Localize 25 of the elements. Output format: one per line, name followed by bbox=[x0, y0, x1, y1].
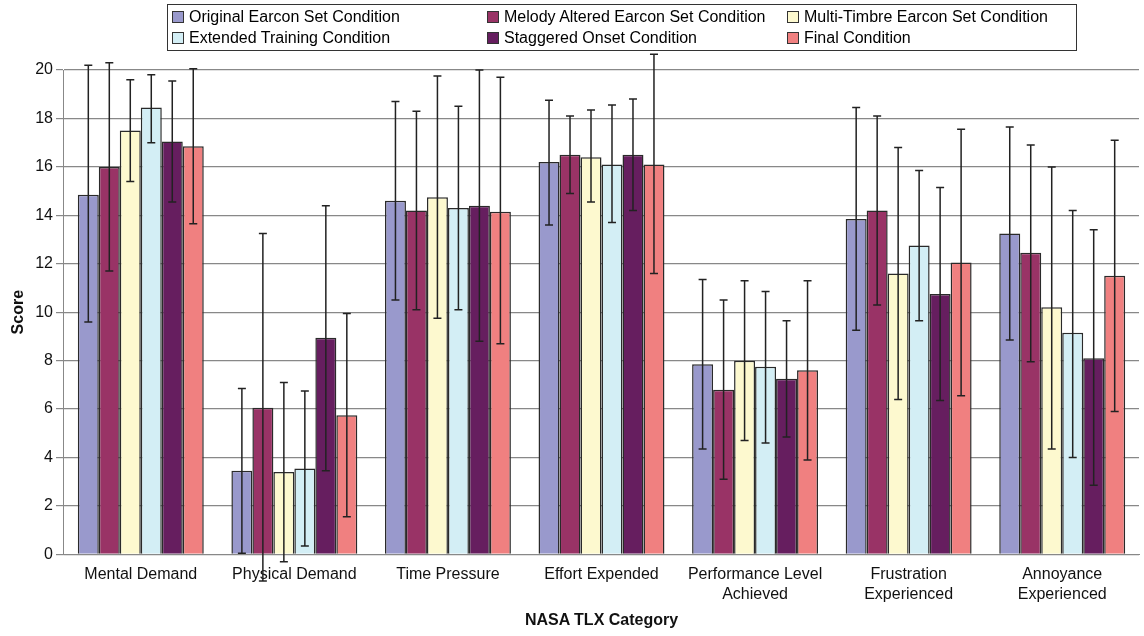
x-tick-label: Frustration Experienced bbox=[864, 565, 954, 602]
legend-label: Multi-Timbre Earcon Set Condition bbox=[804, 8, 1048, 26]
y-tick-label: 6 bbox=[44, 399, 54, 417]
x-tick-label: Mental Demand bbox=[84, 565, 198, 583]
y-tick-label: 10 bbox=[35, 302, 54, 320]
legend-label: Original Earcon Set Condition bbox=[189, 8, 400, 26]
y-tick-label: 20 bbox=[35, 60, 54, 78]
x-tick-label: Performance Level Achieved bbox=[687, 565, 823, 602]
x-tick-label: Effort Expended bbox=[544, 565, 659, 583]
legend-label: Staggered Onset Condition bbox=[504, 29, 698, 47]
y-tick-label: 16 bbox=[35, 157, 54, 175]
y-axis-title: Score bbox=[9, 289, 27, 335]
y-tick-label: 12 bbox=[35, 254, 54, 272]
y-tick-label: 18 bbox=[35, 108, 54, 126]
legend-label: Final Condition bbox=[804, 29, 911, 47]
x-axis-title: NASA TLX Category bbox=[524, 610, 679, 628]
legend-label: Extended Training Condition bbox=[189, 29, 391, 47]
x-tick-label: Annoyance Experienced bbox=[1017, 565, 1107, 602]
x-tick-label: Time Pressure bbox=[396, 565, 500, 583]
y-tick-label: 0 bbox=[44, 544, 54, 562]
y-tick-label: 2 bbox=[44, 496, 54, 514]
y-tick-label: 4 bbox=[44, 447, 54, 465]
legend-label: Melody Altered Earcon Set Condition bbox=[504, 8, 766, 26]
y-tick-label: 14 bbox=[35, 205, 54, 223]
y-tick-label: 8 bbox=[44, 351, 54, 369]
